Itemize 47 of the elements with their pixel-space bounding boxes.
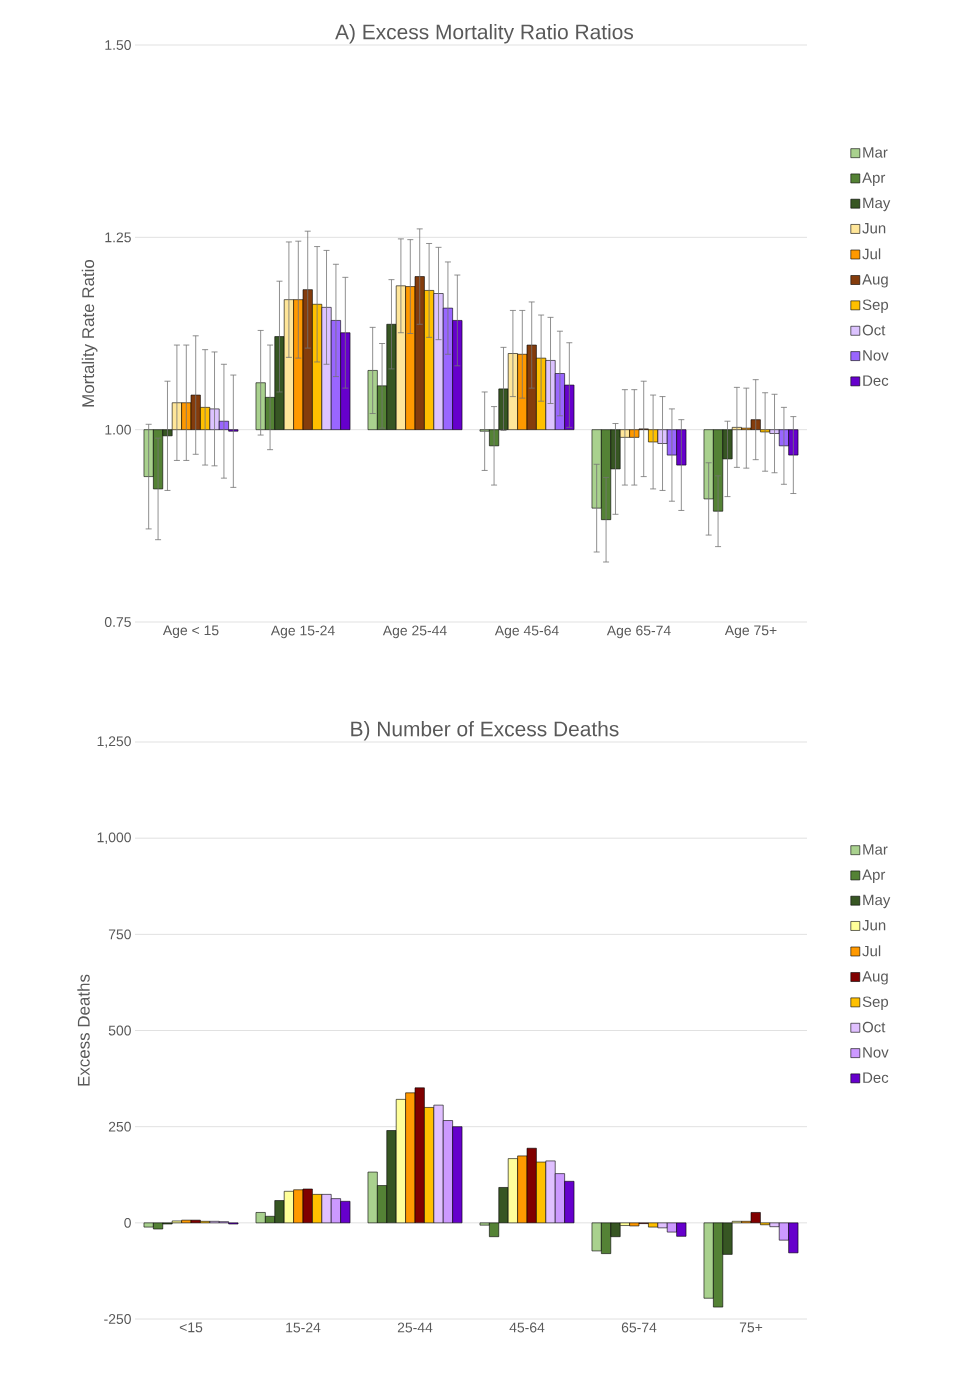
x-tick-label: Age 65-74: [606, 625, 671, 639]
y-tick-label: 1,250: [97, 736, 131, 748]
legend-label: Jul: [862, 248, 881, 260]
y-tick-label: -250: [104, 1314, 131, 1324]
chart-title: A) Excess Mortality Ratio Ratios: [335, 24, 634, 44]
legend-label: Aug: [862, 971, 888, 985]
legend-label: Oct: [862, 1021, 886, 1033]
y-axis-title: Mortality Rate Ratio: [81, 259, 98, 407]
y-tick-label: 500: [108, 1025, 131, 1036]
legend-label: Nov: [863, 1047, 889, 1058]
legend-label: Jun: [862, 223, 886, 234]
y-tick-label: 1,000: [97, 832, 131, 844]
legend-label: Nov: [863, 350, 889, 361]
y-tick-label: 0.75: [104, 617, 131, 627]
x-tick-label: Age 75+: [724, 625, 777, 639]
x-tick-label: <15: [179, 1322, 203, 1333]
y-tick-label: 1.25: [105, 232, 131, 243]
y-tick-label: 1.50: [105, 40, 131, 50]
legend-label: May: [863, 197, 891, 212]
y-tick-label: 250: [108, 1121, 131, 1132]
x-tick-label: Age < 15: [162, 625, 219, 639]
y-tick-label: 1.00: [105, 424, 131, 435]
legend-label: Dec: [863, 375, 889, 386]
legend-label: Mar: [863, 147, 888, 158]
y-tick-label: 750: [108, 929, 131, 940]
legend-label: Aug: [862, 274, 888, 288]
x-tick-label: 65-74: [621, 1322, 657, 1333]
legend-label: Apr: [862, 172, 886, 186]
chart-title: B) Number of Excess Deaths: [351, 721, 619, 741]
legend-label: Jun: [862, 920, 886, 931]
y-tick-label: 0: [124, 1217, 131, 1228]
x-tick-label: 15-24: [286, 1322, 321, 1333]
x-tick-label: Age 15-24: [270, 625, 335, 639]
legend-label: Apr: [862, 869, 886, 883]
x-tick-label: 75+: [739, 1322, 763, 1333]
x-tick-label: Age 25-44: [382, 625, 447, 639]
legend-label: May: [863, 894, 891, 909]
legend-label: Sep: [862, 299, 889, 313]
x-tick-label: 45-64: [509, 1322, 545, 1333]
y-axis-title: Excess Deaths: [77, 974, 90, 1086]
legend-label: Dec: [863, 1072, 889, 1083]
x-tick-label: 25-44: [397, 1322, 433, 1333]
legend-label: Mar: [863, 844, 888, 855]
legend-label: Sep: [862, 996, 889, 1010]
legend-label: Jul: [862, 945, 881, 957]
legend-label: Oct: [862, 324, 886, 336]
x-tick-label: Age 45-64: [494, 625, 559, 639]
